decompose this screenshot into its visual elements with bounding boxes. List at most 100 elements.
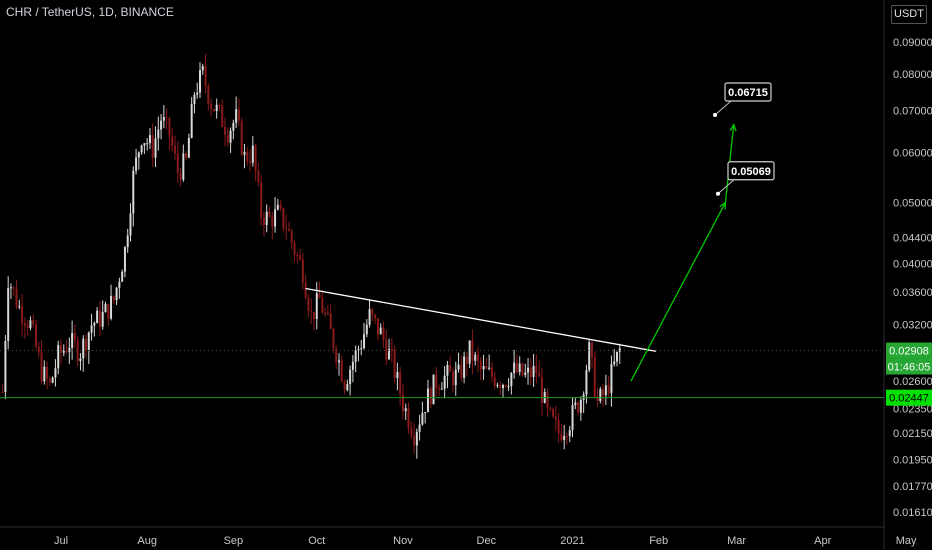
candle [4, 335, 7, 400]
candle [237, 98, 240, 127]
callout-price: 0.06715 [728, 87, 768, 99]
candle-body [140, 145, 143, 153]
candle [112, 295, 115, 304]
candle-body [118, 281, 121, 288]
candle-body [115, 287, 118, 301]
candle-body [457, 364, 460, 370]
descending-trendline[interactable] [305, 287, 657, 352]
candle [199, 62, 201, 99]
candle [98, 301, 101, 337]
candle-body [79, 358, 82, 361]
price-badges: 0.02908 01:46:05 0.02447 [886, 342, 932, 406]
time-axis[interactable]: Jul Aug Sep Oct Nov Dec 2021 Feb Mar Apr May [54, 535, 917, 547]
candle-body [390, 349, 393, 351]
candle-body [110, 295, 113, 319]
candle-body [463, 356, 466, 378]
candle-body [246, 151, 249, 162]
candle [254, 143, 257, 181]
candle-body [315, 293, 318, 319]
candle-body [357, 349, 360, 351]
candle-body [154, 138, 157, 158]
candle-body [399, 372, 402, 395]
candle-body [282, 208, 285, 228]
candle [121, 269, 124, 282]
candle-body [588, 342, 591, 371]
callout-price: 0.05069 [731, 166, 771, 178]
candle [246, 147, 249, 166]
candle-body [218, 104, 221, 106]
candle-body [187, 137, 190, 158]
candle [329, 304, 332, 330]
candle [602, 383, 605, 407]
candle [107, 303, 110, 326]
price-axis[interactable]: 0.09000 0.08000 0.07000 0.06000 0.05000 0.044… [893, 37, 932, 519]
candle [504, 384, 507, 389]
candle-body [165, 117, 168, 119]
candle [304, 274, 307, 300]
candle-body [107, 303, 110, 319]
candle-body [185, 153, 188, 158]
candle [535, 354, 538, 384]
candle [443, 366, 446, 399]
candle-body [560, 433, 563, 441]
candle [9, 283, 12, 299]
callout-box [724, 82, 772, 102]
time-tick-label: Feb [649, 535, 668, 547]
chart-title[interactable]: CHR / TetherUS, 1D, BINANCE [6, 5, 174, 19]
candle-body [332, 328, 335, 349]
support-price-badge-text: 0.02447 [889, 393, 929, 405]
candle-body [365, 324, 368, 335]
candle-body [237, 109, 240, 121]
target-callout[interactable]: 0.05069 [716, 161, 775, 196]
candle [76, 336, 79, 366]
callout-anchor [713, 112, 717, 117]
target-callout[interactable]: 0.06715 [713, 82, 772, 117]
candle [577, 400, 580, 416]
candle [343, 379, 346, 395]
candle [285, 214, 288, 241]
candle [332, 327, 335, 354]
candle [132, 166, 135, 227]
candle-body [60, 345, 62, 353]
candle-body [57, 345, 60, 369]
price-tick-label: 0.03600 [893, 287, 932, 299]
candle [593, 351, 596, 399]
candle-body [577, 402, 580, 413]
candle-body [379, 327, 382, 335]
candle-body [98, 310, 101, 327]
candle-body [410, 428, 413, 436]
candle-body [76, 340, 79, 361]
candle-body [160, 120, 163, 130]
candle [399, 366, 402, 406]
currency-button[interactable]: USDT [891, 5, 927, 24]
candle-body [521, 363, 524, 376]
candle-body [168, 117, 171, 137]
candle-body [401, 394, 404, 412]
candle-body [590, 342, 593, 358]
candle [407, 402, 410, 434]
candle-body [571, 405, 574, 431]
time-tick-label: Mar [727, 535, 746, 547]
candle-body [221, 104, 224, 127]
countdown-badge-text: 01:46:05 [888, 362, 931, 374]
candle-body [101, 312, 104, 327]
last-price-badge-bg [886, 342, 932, 359]
candle [137, 151, 140, 170]
candle [135, 148, 138, 175]
candle [432, 374, 435, 405]
candle [599, 386, 602, 404]
candle-body [418, 424, 421, 432]
candle [299, 248, 302, 261]
candle [349, 365, 352, 396]
candle [485, 357, 488, 370]
price-tick-label: 0.06000 [893, 148, 932, 160]
candle-body [368, 309, 371, 325]
candle-body [535, 365, 538, 374]
last-price-badge: 0.02908 [886, 342, 932, 359]
candle [604, 374, 607, 405]
candle [379, 323, 382, 335]
candle-body [349, 369, 352, 385]
drawings-layer[interactable]: 0.05069 0.06715 [0, 82, 884, 399]
candle [457, 352, 460, 373]
